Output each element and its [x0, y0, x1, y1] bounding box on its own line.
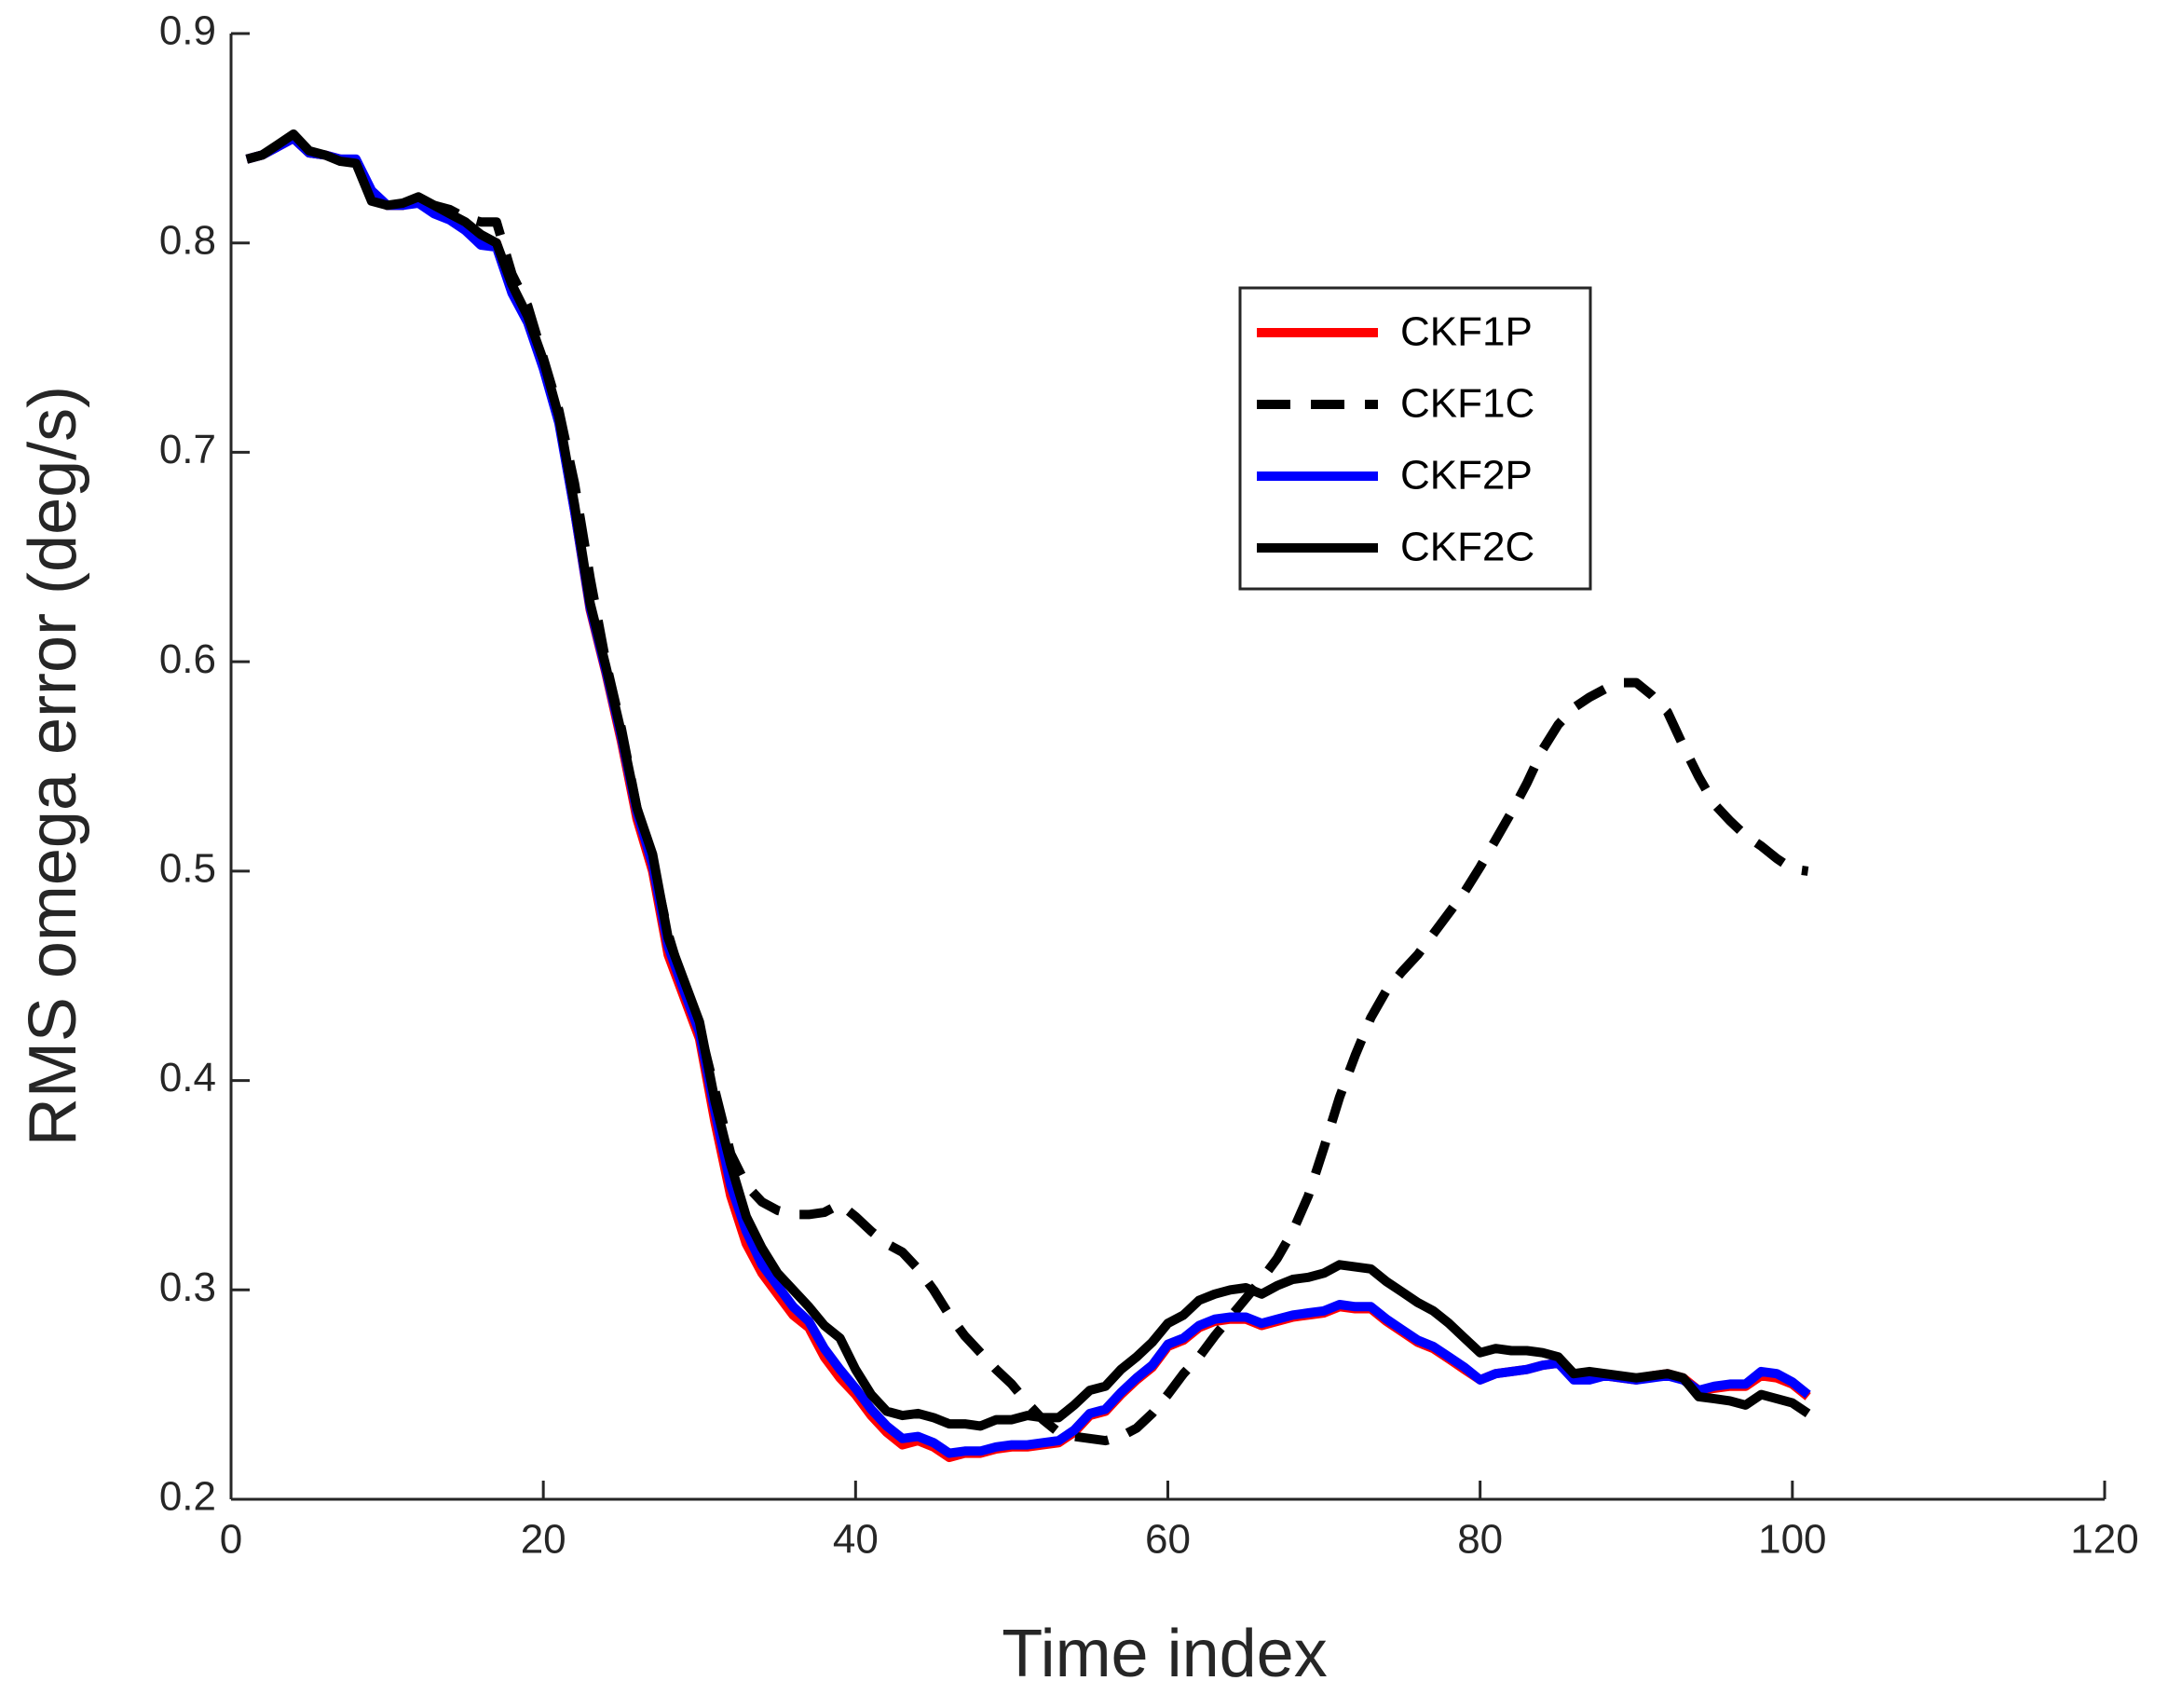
x-tick-label: 100: [1758, 1517, 1826, 1563]
x-tick-label: 60: [1145, 1517, 1191, 1563]
series-line: [245, 129, 1811, 1431]
y-tick-label: 0.2: [159, 1474, 216, 1520]
x-tick-label: 80: [1457, 1517, 1503, 1563]
x-axis-label: Time index: [1002, 1617, 1327, 1691]
y-tick-label: 0.6: [159, 636, 216, 682]
y-tick-label: 0.8: [159, 217, 216, 263]
legend-label: CKF1C: [1400, 381, 1534, 427]
y-axis-label: RMS omega error (deg/s): [16, 386, 90, 1146]
x-tick-label: 20: [521, 1517, 566, 1563]
legend-label: CKF2C: [1400, 525, 1534, 570]
y-tick-label: 0.4: [159, 1055, 216, 1100]
legend-label: CKF1P: [1400, 309, 1533, 355]
y-tick-label: 0.5: [159, 845, 216, 891]
x-tick-label: 0: [220, 1517, 242, 1563]
legend-label: CKF2P: [1400, 453, 1533, 499]
legend-box: [1238, 286, 1592, 591]
legend: CKF1P CKF1C CKF2P CKF2C: [1238, 286, 1592, 591]
x-tick-label: 120: [2070, 1517, 2138, 1563]
series-line: [245, 133, 1809, 1446]
x-tick-label: 40: [833, 1517, 879, 1563]
y-tick-label: 0.7: [159, 427, 216, 472]
y-tick-label: 0.3: [159, 1264, 216, 1310]
y-tick-label: 0.9: [159, 8, 216, 54]
